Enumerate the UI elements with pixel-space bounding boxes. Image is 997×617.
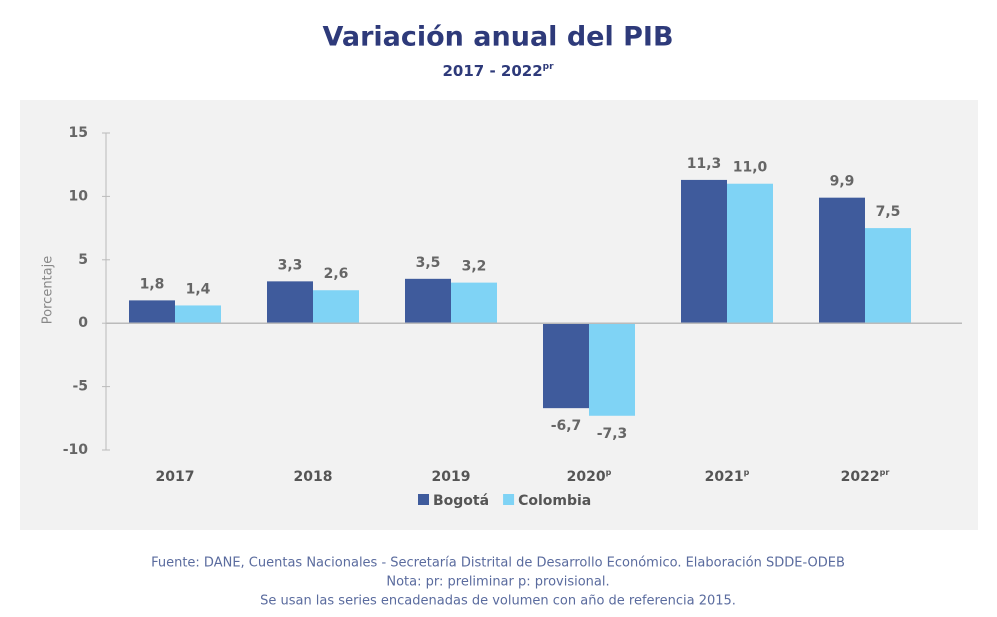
bar xyxy=(129,300,175,324)
value-label: 1,8 xyxy=(140,276,165,292)
value-label: -6,7 xyxy=(551,418,582,434)
bar xyxy=(589,323,635,416)
category-text: 2018 xyxy=(294,469,333,485)
x-tick-label: 2017 xyxy=(156,469,195,485)
category-text: 2019 xyxy=(432,469,471,485)
bar xyxy=(267,281,313,324)
y-axis-label: Porcentaje xyxy=(41,256,56,324)
category-text: 2020 xyxy=(567,469,606,485)
x-tick-label: 2018 xyxy=(294,469,333,485)
footnote: Se usan las series encadenadas de volume… xyxy=(260,594,736,609)
category-text: 2017 xyxy=(156,469,195,485)
value-label: 2,6 xyxy=(324,266,349,282)
y-tick-label: 0 xyxy=(78,315,88,331)
legend-label: Bogotá xyxy=(433,493,489,509)
y-tick-label: 15 xyxy=(69,125,88,141)
category-text: 2021 xyxy=(705,469,744,485)
x-tick-label: 2022pr xyxy=(841,468,890,486)
subtitle-text: 2017 - 2022 xyxy=(442,62,542,80)
bar xyxy=(819,197,865,324)
footnote: Nota: pr: preliminar p: provisional. xyxy=(386,575,609,590)
y-tick-label: -5 xyxy=(72,379,88,395)
footnote: Fuente: DANE, Cuentas Nacionales - Secre… xyxy=(151,556,845,571)
bar xyxy=(865,228,911,324)
legend-swatch xyxy=(418,494,429,505)
chart-title: Variación anual del PIB xyxy=(322,22,673,53)
bar xyxy=(451,282,497,324)
bar xyxy=(681,179,727,324)
y-tick-label: -10 xyxy=(63,442,89,458)
value-label: 3,2 xyxy=(462,259,487,275)
subtitle-superscript: pr xyxy=(543,62,554,72)
y-tick-label: 10 xyxy=(69,188,89,204)
x-tick-label: 2020p xyxy=(567,468,612,486)
value-label: 9,9 xyxy=(830,174,855,190)
bar xyxy=(727,183,773,324)
legend-label: Colombia xyxy=(518,493,591,509)
value-label: 3,5 xyxy=(416,255,441,271)
value-label: 3,3 xyxy=(278,257,303,273)
y-tick-label: 5 xyxy=(78,252,88,268)
x-tick-label: 2019 xyxy=(432,469,471,485)
bar xyxy=(543,323,589,409)
bar xyxy=(313,290,359,324)
x-tick-label: 2021p xyxy=(705,468,750,486)
legend-swatch xyxy=(503,494,515,505)
value-label: 1,4 xyxy=(186,281,211,297)
bar xyxy=(405,278,451,324)
category-superscript: p xyxy=(606,468,612,477)
value-label: 11,0 xyxy=(733,160,768,176)
bar xyxy=(175,305,221,324)
category-superscript: pr xyxy=(880,468,890,477)
value-label: 7,5 xyxy=(876,204,901,220)
category-superscript: p xyxy=(744,468,750,477)
chart-subtitle: 2017 - 2022pr xyxy=(442,62,554,80)
value-label: 11,3 xyxy=(687,156,722,172)
category-text: 2022 xyxy=(841,469,880,485)
value-label: -7,3 xyxy=(597,426,628,442)
